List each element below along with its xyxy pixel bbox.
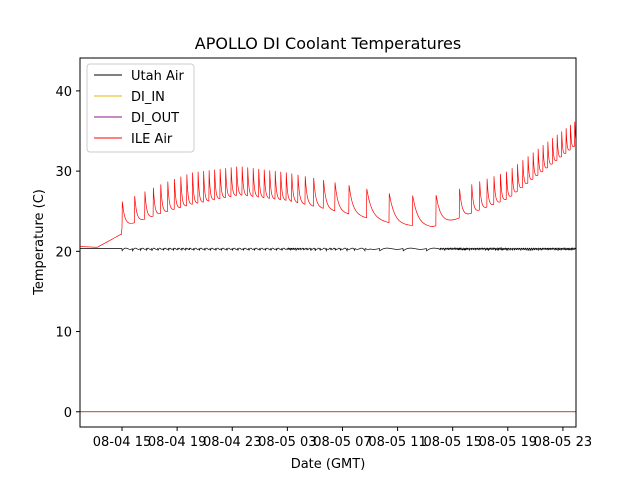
y-axis: 0 10 20 30 40: [55, 85, 80, 421]
axes-frame: [79, 57, 577, 428]
y-tick-label: 10: [55, 326, 72, 341]
legend-label: DI_OUT: [131, 111, 179, 126]
legend-label: Utah Air: [131, 69, 184, 84]
legend-label: ILE Air: [131, 132, 173, 147]
series-ile-air: [80, 121, 576, 248]
legend-label: DI_IN: [131, 90, 165, 105]
x-axis-label: Date (GMT): [291, 457, 366, 472]
x-tick-label: 08-05 15: [423, 435, 481, 450]
x-tick-label: 08-05 07: [313, 435, 371, 450]
x-tick-label: 08-04 15: [93, 435, 151, 450]
x-tick-label: 08-05 03: [258, 435, 316, 450]
x-tick-label: 08-05 11: [368, 435, 426, 450]
chart-title: APOLLO DI Coolant Temperatures: [195, 34, 461, 53]
x-tick-label: 08-04 19: [148, 435, 206, 450]
y-tick-label: 20: [55, 245, 72, 260]
x-tick-label: 08-05 19: [479, 435, 537, 450]
y-axis-label: Temperature (C): [32, 189, 47, 296]
y-tick-label: 30: [55, 165, 72, 180]
legend-box: [86, 63, 195, 153]
legend: Utah Air DI_IN DI_OUT ILE Air: [86, 63, 195, 153]
x-tick-label: 08-04 23: [203, 435, 261, 450]
x-tick-label: 08-05 23: [534, 435, 592, 450]
y-tick-label: 40: [55, 85, 72, 100]
series-utah-air: [80, 246, 576, 253]
series-layer: [80, 121, 576, 413]
y-tick-label: 0: [64, 406, 72, 421]
